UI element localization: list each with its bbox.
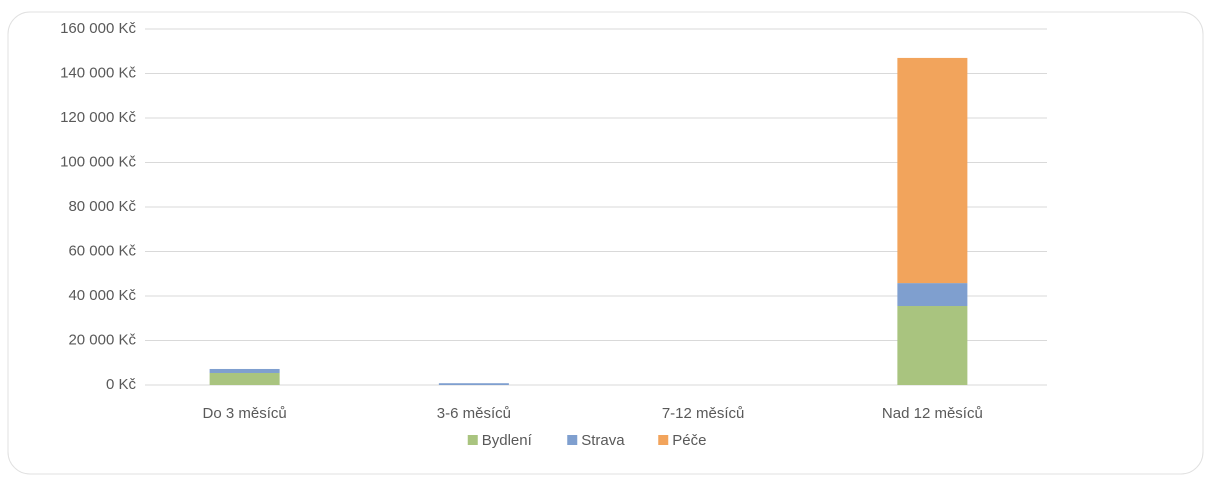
legend-label: Péče	[672, 432, 706, 449]
y-tick-label: 20 000 Kč	[68, 331, 136, 348]
bar-segment	[897, 57, 968, 284]
y-tick-label: 40 000 Kč	[68, 287, 136, 304]
y-tick-label: 140 000 Kč	[60, 64, 136, 81]
x-tick-label: Do 3 měsíců	[203, 405, 287, 422]
y-tick-label: 0 Kč	[106, 376, 137, 393]
legend-label: Bydlení	[482, 432, 533, 449]
y-tick-label: 100 000 Kč	[60, 153, 136, 170]
bar-segment	[897, 306, 968, 385]
legend-label: Strava	[581, 432, 625, 449]
y-tick-label: 60 000 Kč	[68, 242, 136, 259]
bar-segment	[209, 368, 280, 373]
y-tick-label: 120 000 Kč	[60, 109, 136, 126]
bar-segment	[438, 383, 509, 385]
legend-swatch	[567, 435, 578, 445]
legend-swatch	[658, 435, 669, 445]
x-tick-label: 3-6 měsíců	[437, 405, 511, 422]
bar-segment	[897, 283, 968, 307]
x-tick-label: 7-12 měsíců	[662, 405, 745, 422]
y-tick-label: 160 000 Kč	[60, 20, 136, 37]
chart-frame	[7, 11, 1204, 475]
y-tick-label: 80 000 Kč	[68, 198, 136, 215]
legend-swatch	[467, 435, 478, 445]
bar-segment	[209, 372, 280, 385]
x-tick-label: Nad 12 měsíců	[882, 405, 983, 422]
